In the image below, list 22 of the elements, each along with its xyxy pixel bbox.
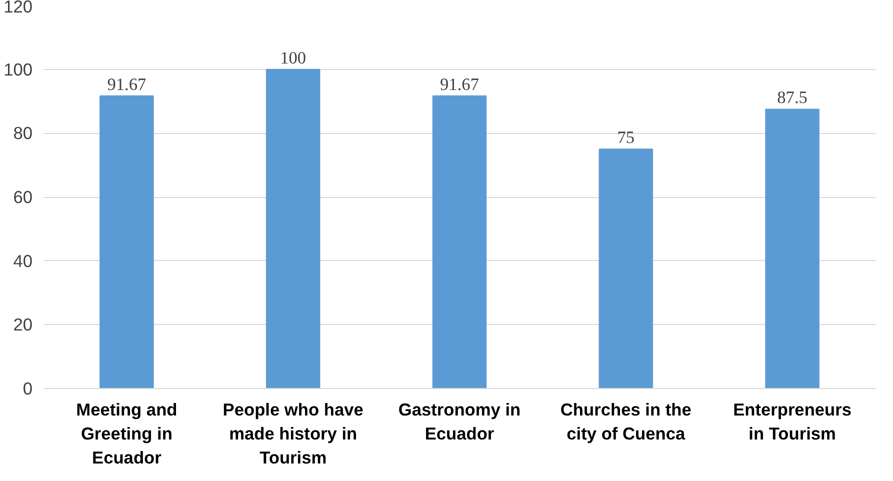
y-tick-label: 60 [13, 187, 33, 207]
data-label: 75 [617, 128, 635, 148]
y-tick-label: 120 [4, 0, 33, 16]
bar [100, 95, 154, 388]
bar [432, 95, 487, 388]
y-tick-label: 0 [22, 378, 33, 398]
x-tick-label: Churches in the city of Cuenca [560, 400, 692, 444]
data-label: 100 [280, 48, 306, 68]
data-label: 91.67 [440, 74, 480, 94]
data-label: 91.67 [107, 74, 147, 94]
bar [266, 68, 320, 388]
bar [598, 148, 654, 388]
data-label: 87.5 [777, 88, 808, 108]
y-tick-label: 20 [13, 314, 33, 335]
x-tick-label: Meeting and Greeting in Ecuador [76, 400, 178, 468]
y-tick-label: 80 [13, 123, 33, 144]
bar [765, 108, 820, 388]
x-tick-label: People who have made history in Tourism [222, 400, 364, 468]
x-tick-label: Gastronomy in Ecuador [398, 400, 521, 444]
y-tick-label: 100 [4, 59, 33, 80]
y-tick-label: 40 [13, 250, 33, 271]
x-tick-label: Enterpreneurs in Tourism [733, 400, 852, 444]
